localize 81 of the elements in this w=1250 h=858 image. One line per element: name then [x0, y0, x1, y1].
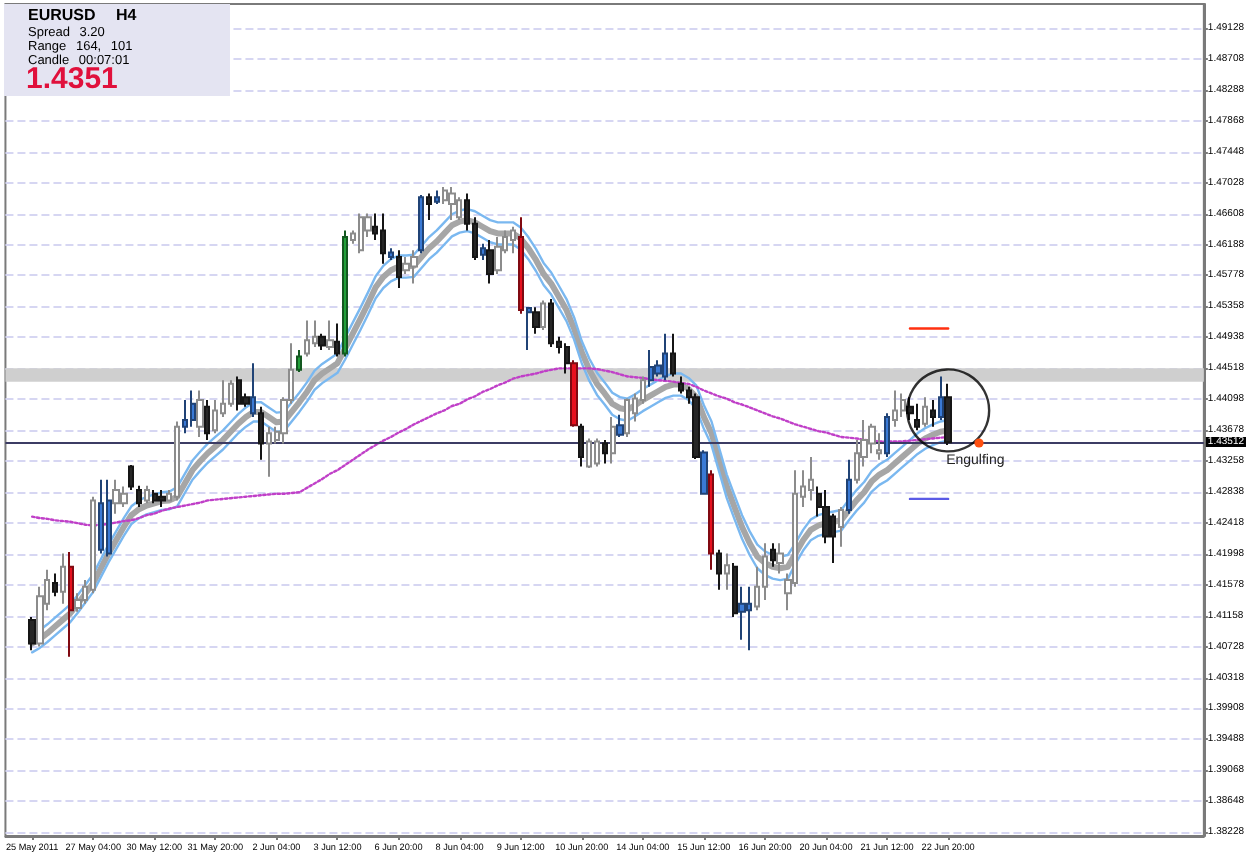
candlestick	[410, 249, 418, 285]
candlestick	[112, 478, 120, 515]
candlestick	[692, 392, 700, 461]
candlestick	[922, 396, 928, 428]
candlestick	[510, 225, 516, 255]
candlestick	[120, 485, 128, 509]
candlestick	[624, 397, 630, 438]
candlestick	[708, 469, 714, 571]
candlestick	[106, 478, 112, 558]
candlestick	[388, 247, 394, 261]
candlestick	[196, 389, 204, 438]
candlestick	[808, 455, 814, 502]
candlestick	[318, 332, 326, 351]
candlestick	[700, 449, 708, 496]
candlestick	[564, 342, 570, 375]
candlestick	[326, 319, 334, 351]
candlestick	[540, 299, 546, 332]
candlestick	[838, 506, 844, 548]
candlestick	[884, 412, 890, 458]
candlestick	[944, 382, 952, 447]
candlestick	[900, 392, 906, 419]
candlestick	[304, 319, 310, 358]
candlestick	[548, 298, 554, 348]
line-series	[30, 367, 950, 527]
candlestick	[578, 422, 584, 468]
candlestick	[532, 306, 540, 335]
candlestick	[732, 562, 738, 618]
candlestick	[358, 212, 364, 255]
candlestick	[570, 359, 578, 428]
candlestick	[724, 552, 730, 591]
candlestick	[434, 189, 440, 205]
candlestick	[586, 437, 592, 469]
candlestick	[448, 185, 456, 222]
candlestick	[892, 389, 898, 428]
candlestick	[616, 413, 624, 438]
candlestick	[914, 402, 920, 432]
candlestick	[128, 463, 134, 492]
candlestick	[266, 425, 272, 478]
candlestick	[594, 437, 600, 468]
candlestick	[136, 484, 142, 509]
candlestick	[174, 420, 180, 502]
candlestick	[204, 399, 210, 441]
candlestick	[396, 249, 402, 289]
candlestick	[418, 194, 424, 255]
candlestick	[60, 552, 66, 605]
candlestick	[648, 348, 654, 388]
candlestick	[716, 548, 722, 591]
candlestick	[610, 416, 616, 465]
candlestick	[68, 551, 74, 658]
candlestick	[746, 585, 752, 652]
candlestick	[670, 332, 676, 378]
chart-title: EURUSD H4	[28, 6, 137, 24]
candlestick	[480, 242, 486, 261]
candlestick	[486, 239, 494, 285]
candlestick	[938, 375, 944, 421]
candlestick	[518, 216, 524, 315]
candlestick	[28, 615, 36, 652]
candlestick	[380, 212, 386, 265]
candlestick	[98, 478, 104, 555]
candlestick	[876, 432, 882, 461]
candlestick	[662, 332, 668, 382]
candlestick	[158, 489, 166, 509]
candlestick	[930, 399, 936, 428]
candlestick	[334, 322, 340, 358]
candlestick	[602, 438, 608, 465]
candlestick	[770, 542, 776, 568]
candlestick	[250, 362, 256, 419]
candlestick	[236, 375, 242, 412]
candlestick	[426, 192, 432, 222]
candlestick	[776, 542, 784, 575]
candlestick	[190, 389, 196, 428]
candlestick	[846, 458, 852, 515]
candlestick	[296, 348, 302, 374]
candlestick	[52, 572, 58, 598]
candlestick	[526, 306, 532, 351]
annotation: 1.4351	[26, 62, 118, 96]
candlestick	[258, 405, 264, 461]
candlestick	[342, 229, 348, 358]
candlestick	[152, 489, 158, 505]
candlestick	[144, 484, 150, 505]
candlestick	[494, 236, 502, 275]
